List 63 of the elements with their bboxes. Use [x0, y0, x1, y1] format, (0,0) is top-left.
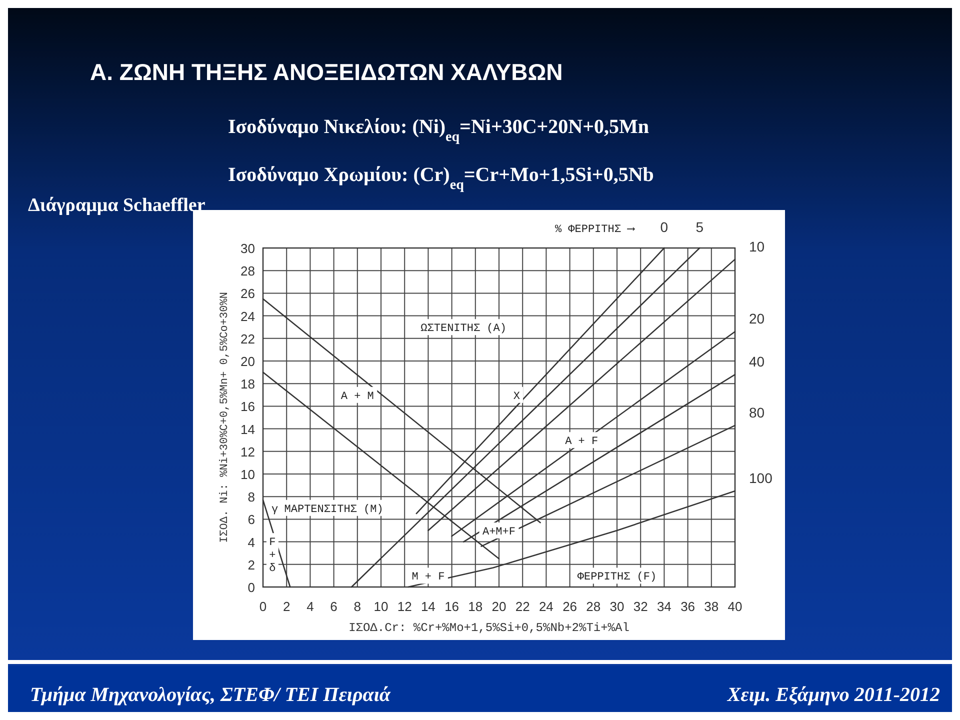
annotation: 5 — [696, 219, 704, 235]
x-tick-label: 34 — [656, 599, 672, 614]
y-axis-title: ΙΣΟΔ. Ni: %Ni+30%C+0,5%Mn+ 0,5%Co+30%N — [219, 292, 231, 543]
x-tick-label: 12 — [397, 599, 412, 614]
y-tick-label: 28 — [240, 264, 255, 279]
x-axis-title: ΙΣΟΔ.Cr: %Cr+%Mo+1,5%Si+0,5%Nb+2%Ti+%Al — [348, 621, 630, 635]
annotation: M + F — [412, 572, 445, 584]
y-tick-label: 18 — [240, 376, 255, 392]
annotation: A+M+F — [482, 526, 516, 538]
x-tick-label: 2 — [282, 599, 290, 614]
x-tick-label: 14 — [420, 599, 436, 614]
annotation: X — [513, 390, 520, 403]
y-tick-label: 0 — [248, 580, 255, 595]
y-tick-label: 2 — [248, 557, 255, 572]
x-tick-label: 8 — [354, 599, 362, 614]
annotation: ΦΕΡΡΙΤΗΣ (F) — [577, 572, 657, 584]
x-tick-label: 6 — [330, 599, 338, 614]
x-tick-label: 20 — [492, 599, 506, 614]
x-tick-label: 28 — [586, 599, 601, 614]
annotation: γ — [271, 504, 278, 516]
x-tick-label: 26 — [562, 599, 578, 614]
y-tick-label: 16 — [240, 399, 255, 414]
annotation: 10 — [749, 238, 765, 254]
x-tick-label: 0 — [259, 599, 267, 614]
annotation: A + M — [340, 390, 374, 403]
chart-title: Α. ΖΩΝΗ ΤΗΞΗΣ ΑΝΟΞΕΙΔΩΤΩΝ ΧΑΛΥΒΩΝ — [90, 59, 563, 85]
chart-subtitle: Ισοδύναμο Νικελίου: (Ni)$_{eq}$=Ni+30C+20N+0,5Mn — [228, 116, 650, 144]
y-tick-label: 22 — [240, 331, 255, 346]
y-tick-label: 10 — [240, 467, 255, 482]
y-tick-label: 30 — [240, 241, 255, 256]
text: Χειμ. Εξάμηνο 2011-2012 — [726, 684, 940, 706]
x-tick-label: 16 — [444, 599, 460, 614]
annotation: A + F — [565, 436, 598, 448]
y-tick-label: 26 — [240, 286, 255, 302]
x-tick-label: 18 — [468, 599, 483, 614]
x-tick-label: 36 — [680, 599, 696, 614]
x-tick-label: 22 — [515, 599, 530, 614]
annotation: F + δ — [269, 537, 276, 576]
x-tick-label: 10 — [374, 599, 388, 614]
y-tick-label: 20 — [240, 354, 255, 369]
annotation: ΩΣΤΕΝΙΤΗΣ (A) — [420, 323, 507, 336]
y-tick-label: 8 — [248, 490, 255, 505]
text: Τμήμα Μηχανολογίας, ΣΤΕΦ/ ΤΕΙ Πειραιά — [30, 684, 392, 706]
x-tick-label: 38 — [704, 599, 719, 614]
annotation: 20 — [749, 310, 765, 327]
annotation: ΜΑΡΤΕΝΣΙΤΗΣ (M) — [284, 504, 384, 516]
x-tick-label: 24 — [538, 599, 554, 614]
annotation: 40 — [749, 354, 765, 370]
y-tick-label: 24 — [240, 308, 255, 324]
y-tick-label: 12 — [240, 444, 255, 460]
text: Ισοδύναμο Χρωμίου: (Cr)$_{eq}$=Cr+Mo+1,5Si+0,5Nb — [228, 164, 654, 192]
y-tick-label: 6 — [248, 512, 255, 528]
annotation: 80 — [749, 404, 765, 420]
y-tick-label: 14 — [240, 422, 255, 437]
annotation: 0 — [660, 219, 668, 235]
text: % ΦΕΡΡΙΤΗΣ ⟶ — [554, 224, 636, 236]
x-tick-label: 32 — [633, 599, 648, 614]
x-tick-label: 30 — [610, 599, 624, 614]
x-tick-label: 4 — [306, 599, 314, 614]
text: Διάγραμμα Schaeffler — [28, 195, 206, 216]
y-tick-label: 4 — [248, 534, 255, 550]
annotation: 100 — [749, 470, 773, 486]
x-tick-label: 40 — [728, 599, 742, 614]
